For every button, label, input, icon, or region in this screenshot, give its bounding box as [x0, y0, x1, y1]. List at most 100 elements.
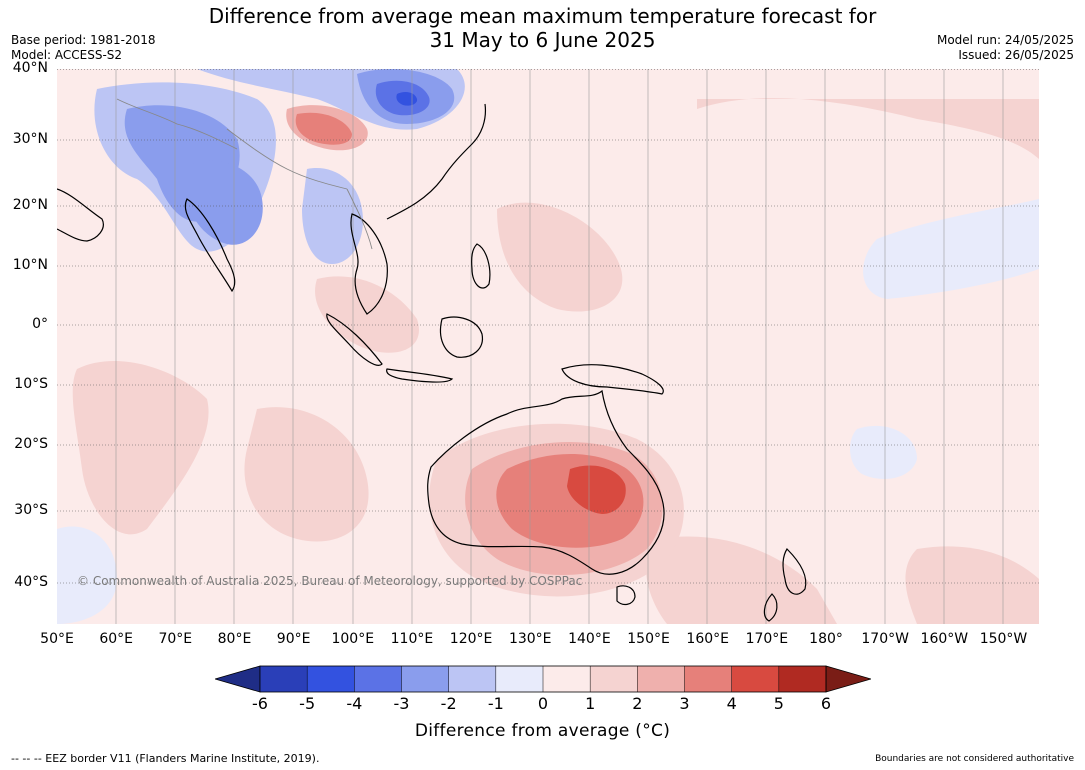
lon-tick-label: 90°E: [276, 631, 311, 647]
colorbar-segment: [401, 666, 450, 692]
border-3: [346, 188, 373, 250]
lat-tick-label: 20°N: [12, 197, 48, 213]
cool-patch-8: [302, 168, 363, 264]
colorbar-segment: [684, 666, 733, 692]
colorbar-tick-label: 2: [632, 694, 643, 713]
india-coastline: [184, 198, 236, 293]
lat-tick-label: 10°N: [12, 257, 48, 273]
warm-patch-6: [905, 546, 1039, 624]
lon-tick-label: 130°E: [508, 631, 552, 647]
lon-tick-label: 180°: [809, 631, 843, 647]
indochina-coastline: [350, 213, 388, 315]
java-coastline: [386, 368, 454, 383]
lon-tick-label: 80°E: [217, 631, 252, 647]
colorbar: [215, 665, 871, 693]
lat-tick-label: 30°N: [12, 131, 48, 147]
colorbar-segment: [590, 666, 638, 692]
lon-tick-label: 160°E: [686, 631, 729, 647]
arabia-coastline: [57, 188, 104, 242]
issued-text: Issued: 26/05/2025: [958, 48, 1074, 62]
boundaries-disclaimer: Boundaries are not considered authoritat…: [875, 754, 1074, 764]
anomaly-shading: [57, 69, 1039, 624]
warm-patch-2: [497, 202, 623, 312]
colorbar-segment: [448, 666, 497, 692]
lon-tick-label: 70°E: [158, 631, 193, 647]
metadata-left: Base period: 1981-2018 Model: ACCESS-S2: [11, 33, 156, 63]
eez-border-note: -- -- -- EEZ border V11 (Flanders Marine…: [11, 752, 320, 765]
lon-tick-label: 150°E: [627, 631, 670, 647]
lon-tick-label: 60°E: [99, 631, 133, 647]
colorbar-tick-label: -2: [440, 694, 457, 713]
lat-tick-label: 10°S: [14, 376, 48, 392]
tasmania-coastline: [616, 585, 636, 606]
colorbar-tick-label: 1: [585, 694, 596, 713]
colorbar-segment: [637, 666, 685, 692]
philippines-coastline: [471, 243, 491, 289]
colorbar-tick-label: -3: [393, 694, 410, 713]
colorbar-label: Difference from average (°C): [414, 721, 671, 741]
model-text: Model: ACCESS-S2: [11, 48, 123, 62]
country-borders: [116, 98, 373, 250]
new-zealand-coastline: [763, 548, 807, 622]
lat-tick-label: 0°: [32, 316, 48, 332]
border-1: [116, 98, 238, 150]
borneo-coastline: [439, 316, 484, 358]
copyright-text: © Commonwealth of Australia 2025, Bureau…: [77, 574, 582, 588]
colorbar-segment: [778, 666, 827, 692]
colorbar-tick-label: 4: [726, 694, 737, 713]
lon-tick-label: 170°E: [745, 631, 789, 647]
colorbar-arrow-low: [215, 665, 261, 693]
border-2: [226, 128, 348, 190]
warm-patch-5: [646, 536, 837, 624]
cool-patch-7: [187, 160, 263, 245]
australia-coastline: [427, 389, 665, 575]
warm-patch-1: [697, 98, 1039, 159]
forecast-map[interactable]: © Commonwealth of Australia 2025, Bureau…: [57, 69, 1039, 624]
colorbar-tick-label: 3: [679, 694, 690, 713]
lat-tick-label: 20°S: [14, 436, 48, 452]
lon-tick-label: 140°E: [568, 631, 611, 647]
colorbar-segment: [543, 666, 591, 692]
colorbar-segment: [731, 666, 780, 692]
colorbar-tick-label: -4: [346, 694, 363, 713]
colorbar-segment: [495, 666, 544, 692]
lon-tick-label: 120°E: [449, 631, 493, 647]
lon-tick-label: 160°W: [920, 631, 969, 647]
sumatra-coastline: [326, 313, 383, 366]
cool-patch-10: [57, 526, 117, 624]
colorbar-tick-label: -6: [252, 694, 268, 713]
title-line-1: Difference from average mean maximum tem…: [208, 4, 877, 28]
title-line-2: 31 May to 6 June 2025: [429, 28, 656, 52]
colorbar-tick-label: 0: [537, 694, 549, 713]
lat-tick-label: 40°S: [14, 574, 48, 590]
lon-tick-label: 170°W: [861, 631, 909, 647]
colorbar-tick-label: 5: [773, 694, 784, 713]
lon-tick-label: 150°W: [979, 631, 1028, 647]
australia-warm-4: [567, 465, 626, 514]
new-guinea-coastline: [561, 364, 664, 395]
lon-tick-label: 110°E: [390, 631, 434, 647]
metadata-right: Model run: 24/05/2025 Issued: 26/05/2025: [937, 33, 1074, 63]
colorbar-segment: [260, 666, 308, 692]
china-coastline: [386, 103, 487, 220]
base-period-text: Base period: 1981-2018: [11, 33, 156, 47]
warm-patch-4: [244, 407, 369, 542]
colorbar-arrow-high: [825, 665, 871, 693]
asia-warm-2: [295, 112, 352, 145]
colorbar-segment: [307, 666, 355, 692]
colorbar-tick-label: 6: [820, 694, 832, 713]
warm-patch-3: [72, 360, 209, 535]
lon-tick-label: 100°E: [331, 631, 375, 647]
colorbar-segment: [354, 666, 402, 692]
colorbar-tick-label: -5: [299, 694, 316, 713]
lat-tick-label: 40°N: [12, 60, 48, 76]
chart-title: Difference from average mean maximum tem…: [0, 4, 1085, 52]
model-run-text: Model run: 24/05/2025: [936, 33, 1074, 47]
colorbar-tick-label: -1: [487, 694, 504, 713]
cool-patch-11: [850, 425, 917, 479]
lon-tick-label: 50°E: [40, 631, 74, 647]
cool-patch-9: [863, 199, 1039, 299]
coastlines: [57, 103, 807, 622]
lat-tick-label: 30°S: [14, 502, 48, 518]
gridlines: [115, 69, 1004, 624]
